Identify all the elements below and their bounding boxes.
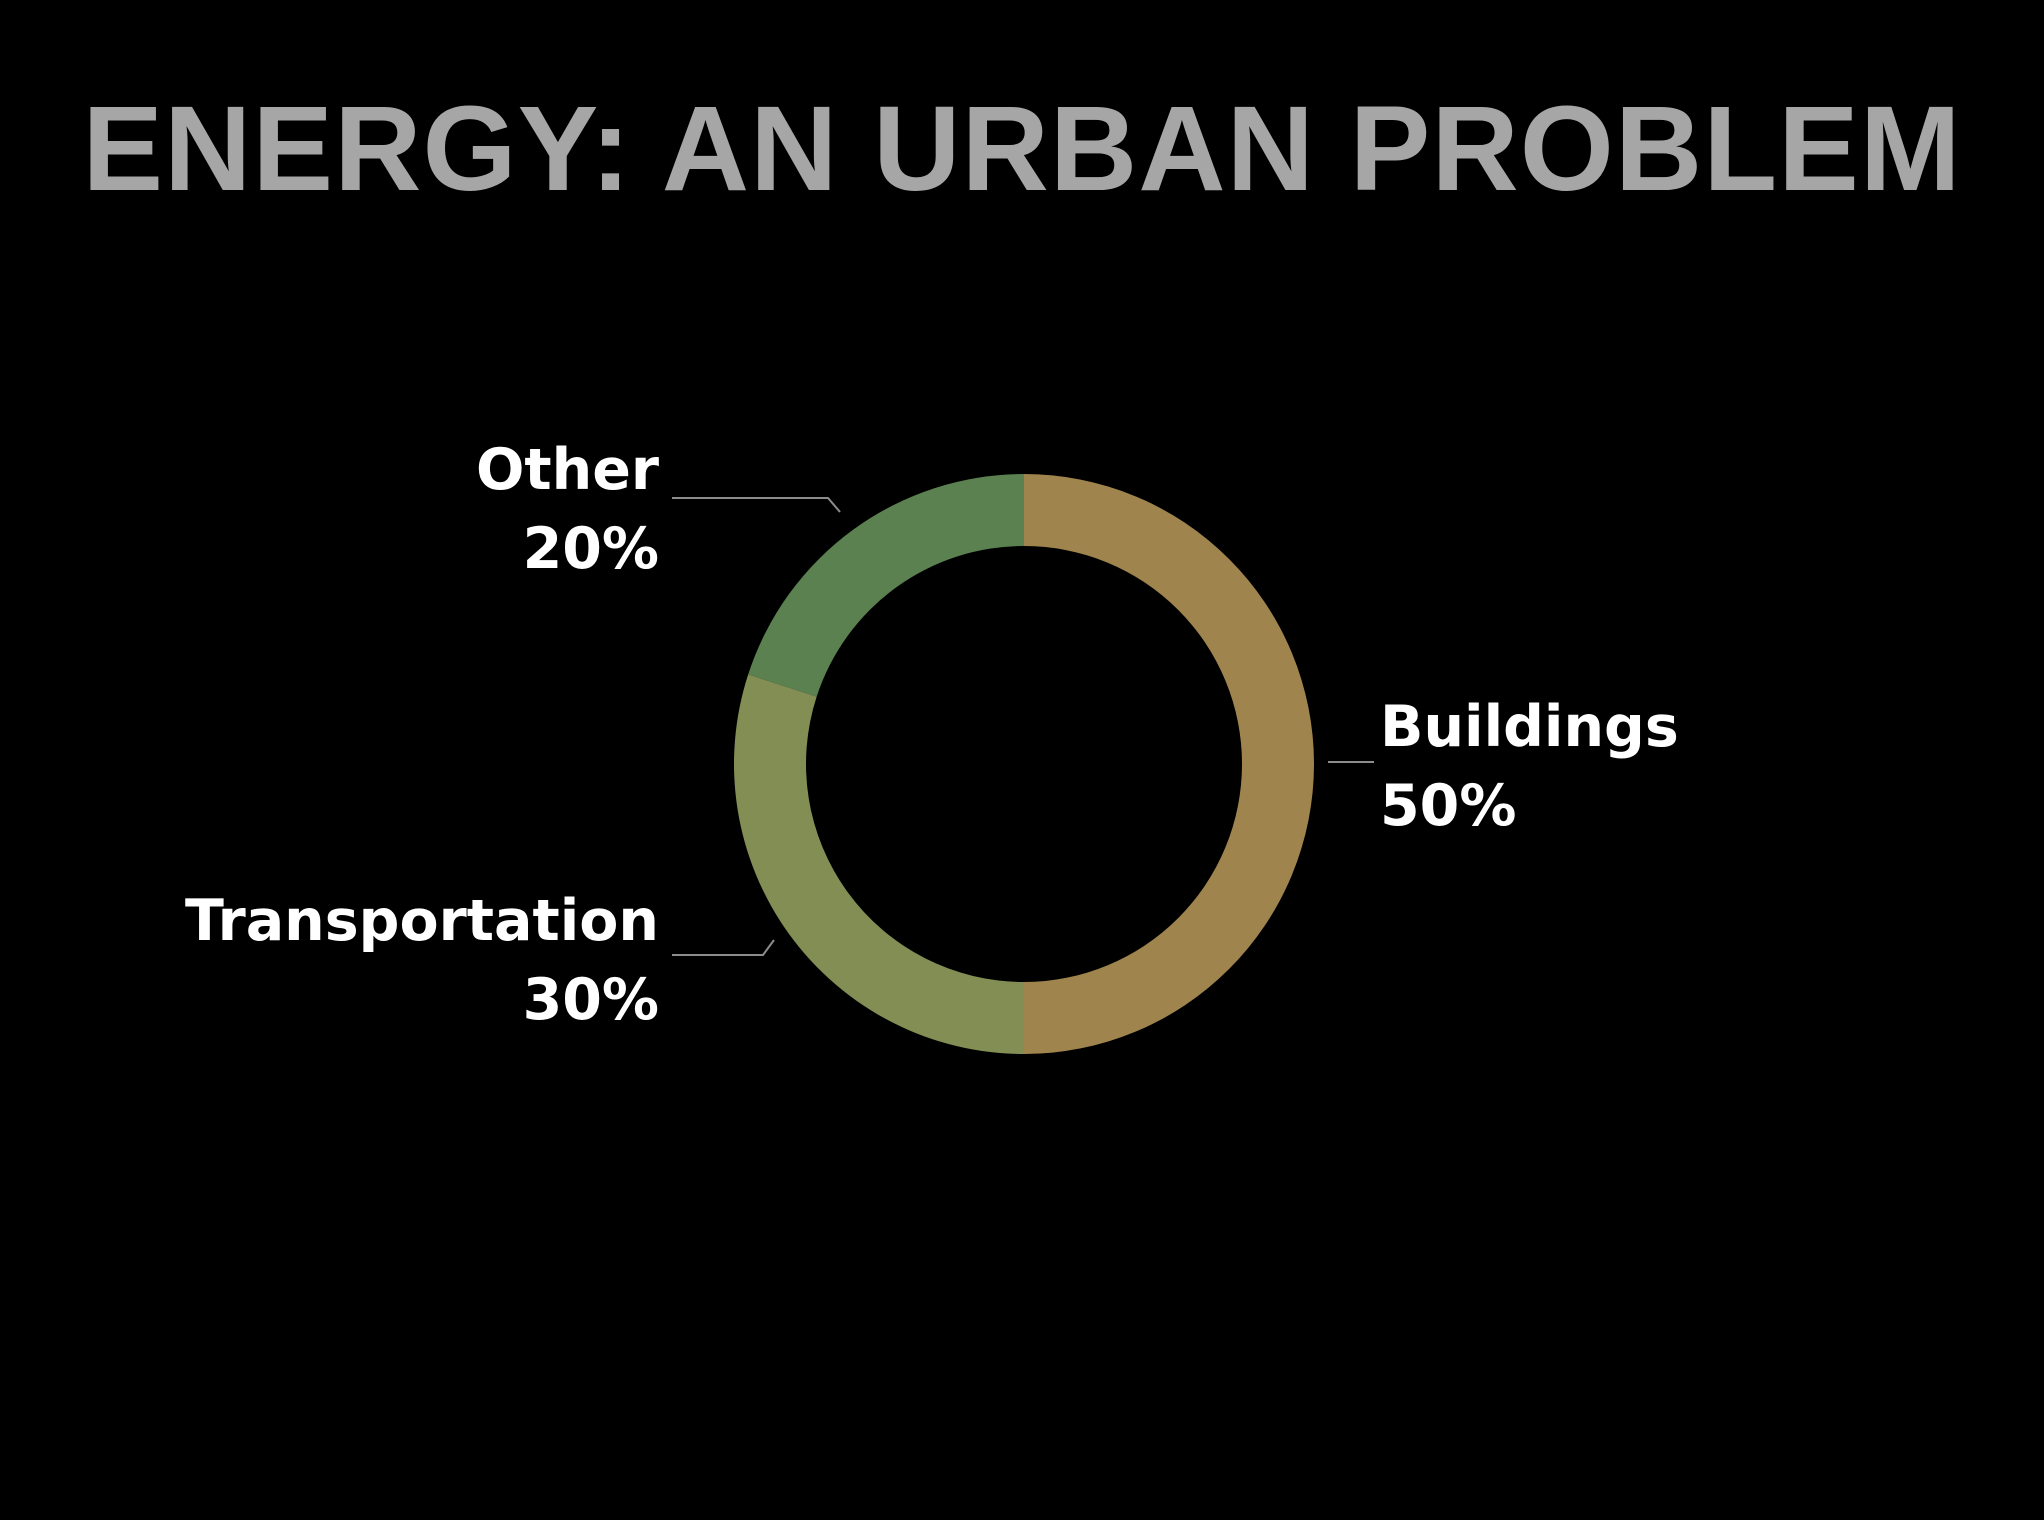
data-label-transportation: Transportation 30% xyxy=(185,882,659,1039)
data-label-other: Other 20% xyxy=(476,431,659,588)
slice-percent-transportation: 30% xyxy=(522,966,659,1033)
slice-percent-other: 20% xyxy=(522,515,659,582)
data-label-buildings: Buildings 50% xyxy=(1380,688,1679,845)
donut-slice-transportation xyxy=(733,674,1024,1054)
leader-line-other xyxy=(672,497,841,513)
donut-slice-buildings xyxy=(1024,474,1314,1054)
leader-line-transportation xyxy=(672,939,775,956)
slice-name-other: Other xyxy=(475,437,659,503)
slice-name-buildings: Buildings xyxy=(1380,694,1679,760)
slice-name-transportation: Transportation xyxy=(184,888,659,954)
slide-title: ENERGY: AN URBAN PROBLEM xyxy=(82,80,1962,216)
slice-percent-buildings: 50% xyxy=(1380,772,1517,839)
donut-slice-other xyxy=(748,474,1024,697)
